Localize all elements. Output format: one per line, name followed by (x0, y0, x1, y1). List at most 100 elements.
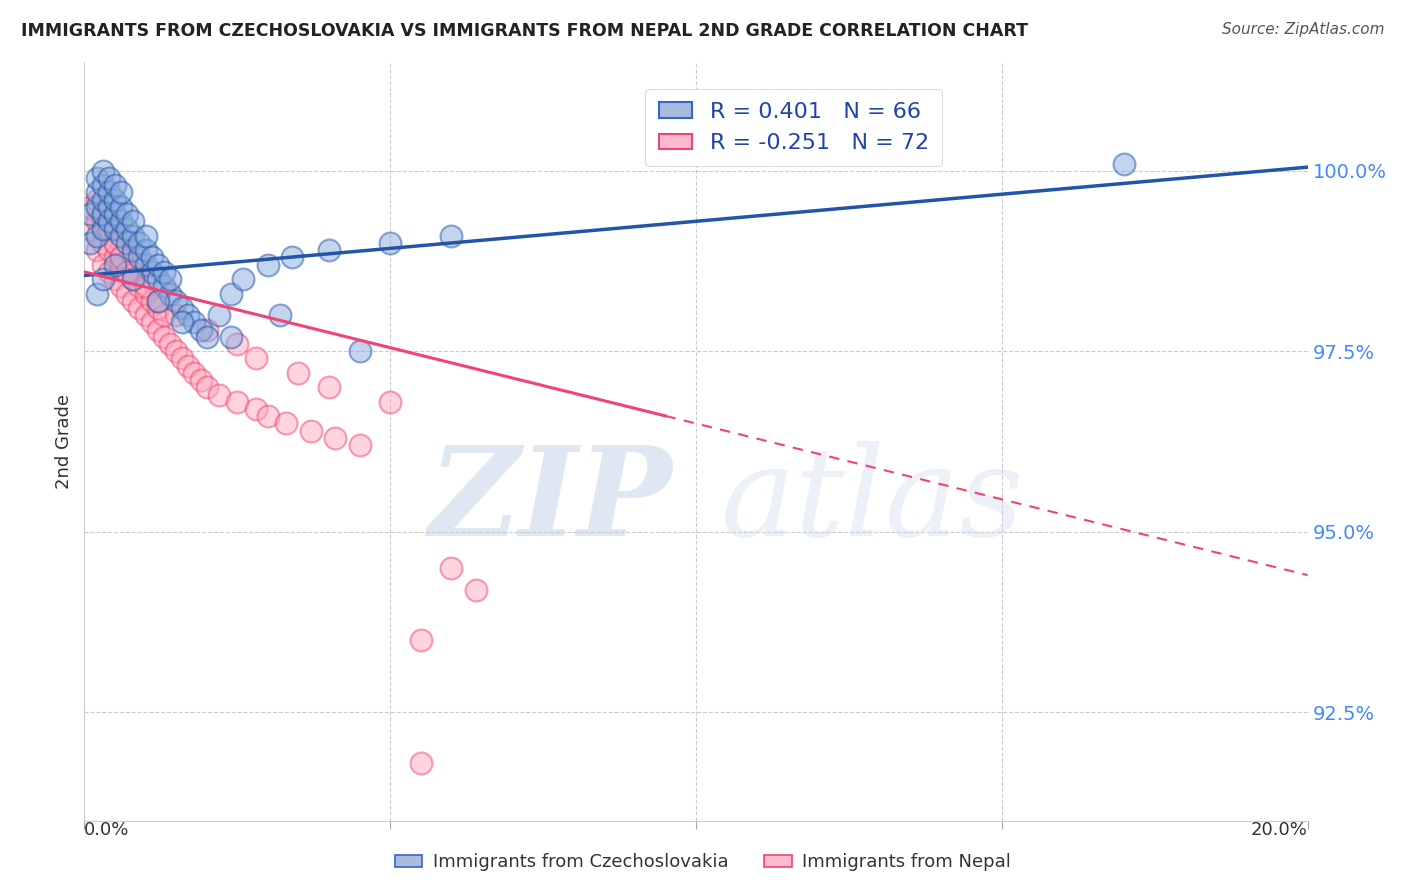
Point (104, 258, 127, 272)
Point (245, 351, 267, 366)
Point (349, 344, 371, 359)
Point (91, 207, 114, 221)
Point (409, 633, 432, 648)
Point (219, 286, 242, 301)
Point (86, 200, 108, 214)
Point (226, 394, 249, 409)
Point (281, 251, 304, 265)
Point (115, 221, 138, 235)
Point (91, 207, 114, 221)
Point (110, 258, 132, 272)
Point (146, 293, 169, 308)
Point (97, 265, 120, 279)
Point (86, 228, 108, 243)
Point (135, 228, 157, 243)
Point (380, 235, 402, 250)
Point (141, 293, 163, 308)
Point (219, 330, 242, 344)
Point (91, 178, 114, 193)
Point (122, 265, 145, 279)
Point (115, 286, 138, 301)
Point (97, 221, 120, 235)
Point (318, 243, 340, 257)
Point (183, 366, 205, 380)
Point (159, 286, 181, 301)
Text: IMMIGRANTS FROM CZECHOSLOVAKIA VS IMMIGRANTS FROM NEPAL 2ND GRADE CORRELATION CH: IMMIGRANTS FROM CZECHOSLOVAKIA VS IMMIGR… (21, 22, 1028, 40)
Point (91, 221, 114, 235)
Point (287, 366, 309, 380)
Point (104, 235, 127, 250)
Point (122, 214, 145, 228)
Point (299, 424, 322, 438)
Point (141, 265, 163, 279)
Point (135, 286, 157, 301)
Point (128, 258, 150, 272)
Point (409, 756, 432, 770)
Point (146, 293, 169, 308)
Point (104, 193, 127, 207)
Point (146, 258, 169, 272)
Point (86, 171, 108, 186)
Text: atlas: atlas (720, 442, 1024, 563)
Point (172, 315, 194, 329)
Point (153, 308, 176, 322)
Text: Source: ZipAtlas.com: Source: ZipAtlas.com (1222, 22, 1385, 37)
Point (110, 251, 132, 265)
Point (115, 207, 138, 221)
Point (440, 228, 463, 243)
Point (122, 272, 145, 286)
Point (190, 373, 212, 387)
Point (183, 315, 205, 329)
Point (115, 265, 138, 279)
Point (97, 186, 120, 200)
Legend: Immigrants from Czechoslovakia, Immigrants from Nepal: Immigrants from Czechoslovakia, Immigran… (388, 847, 1018, 879)
Point (245, 402, 267, 417)
Point (86, 286, 108, 301)
Point (128, 301, 150, 315)
Point (91, 258, 114, 272)
Point (141, 315, 163, 329)
Point (97, 221, 120, 235)
Point (104, 251, 127, 265)
Point (97, 214, 120, 228)
Point (128, 235, 150, 250)
Point (208, 387, 231, 401)
Point (153, 265, 176, 279)
Point (159, 272, 181, 286)
Point (135, 243, 157, 257)
Point (91, 193, 114, 207)
Point (153, 330, 176, 344)
Point (195, 330, 218, 344)
Point (165, 293, 187, 308)
Point (177, 359, 200, 373)
Point (464, 582, 486, 597)
Point (177, 308, 200, 322)
Point (97, 221, 120, 235)
Point (122, 272, 145, 286)
Point (104, 221, 127, 235)
Point (122, 251, 145, 265)
Point (257, 258, 280, 272)
Point (110, 279, 132, 293)
Point (97, 243, 120, 257)
Point (86, 186, 108, 200)
Text: ZIP: ZIP (427, 442, 672, 563)
Point (104, 178, 127, 193)
Point (104, 228, 127, 243)
Point (440, 561, 463, 575)
Point (146, 272, 169, 286)
Point (122, 228, 145, 243)
Point (135, 279, 157, 293)
Point (110, 200, 132, 214)
Point (97, 200, 120, 214)
Point (86, 243, 108, 257)
Point (97, 171, 120, 186)
Point (349, 438, 371, 452)
Point (172, 351, 194, 366)
Point (318, 380, 340, 394)
Point (104, 207, 127, 221)
Point (110, 228, 132, 243)
Point (172, 301, 194, 315)
Point (257, 409, 280, 424)
Point (91, 163, 114, 178)
